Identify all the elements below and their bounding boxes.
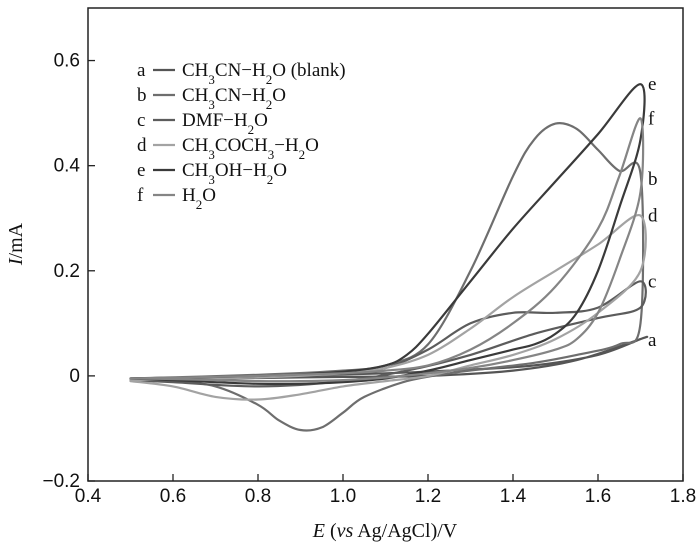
y-tick-label: 0.2 bbox=[54, 261, 80, 282]
legend-letter-b: b bbox=[137, 85, 147, 106]
axis-ticks: 0.4 0.6 0.8 1.0 1.2 1.4 1.6 1.8 −0.2 0 0.2 0.4 0.6 bbox=[42, 51, 696, 507]
legend-letter-e: e bbox=[137, 160, 145, 181]
x-tick-label: 0.8 bbox=[245, 486, 271, 507]
x-tick-label: 0.6 bbox=[160, 486, 186, 507]
y-tick-label: 0.4 bbox=[54, 156, 81, 177]
legend-letter-a: a bbox=[137, 60, 146, 81]
x-tick-label: 1.8 bbox=[670, 486, 696, 507]
legend-label-a: CH3CN−H2O (blank) bbox=[182, 60, 346, 87]
curves bbox=[129, 83, 649, 432]
x-tick-label: 1.2 bbox=[415, 486, 441, 507]
y-axis-title: I/mA bbox=[5, 222, 27, 266]
x-tick-label: 1.4 bbox=[500, 486, 527, 507]
curve-label-f: f bbox=[648, 108, 655, 129]
curve-b bbox=[129, 121, 645, 432]
x-tick-label: 1.6 bbox=[585, 486, 611, 507]
plot-frame bbox=[87, 7, 684, 482]
legend-label-d: CH3COCH3−H2O bbox=[182, 135, 319, 162]
x-tick-label: 1.0 bbox=[330, 486, 356, 507]
x-axis-title: E (vs Ag/AgCl)/V bbox=[312, 520, 458, 542]
curve-end-labels: a b c d ef bbox=[648, 74, 658, 351]
y-tick-label: 0.6 bbox=[54, 51, 80, 72]
curve-label-a: a bbox=[648, 330, 657, 351]
legend-letter-c: c bbox=[137, 110, 145, 131]
y-tick-label: −0.2 bbox=[42, 471, 80, 492]
legend-letter-f: f bbox=[137, 185, 144, 206]
curve-label-e: e bbox=[648, 74, 656, 95]
curve-e bbox=[129, 83, 646, 386]
x-tick-label: 0.4 bbox=[75, 486, 102, 507]
curve-label-d: d bbox=[648, 206, 658, 227]
legend-label-b: CH3CN−H2O bbox=[182, 85, 286, 112]
legend-label-f: H2O bbox=[182, 185, 216, 212]
legend: a CH3CN−H2O (blank) b CH3CN−H2O c DMF−H2O d CH3… bbox=[137, 60, 346, 212]
legend-label-c: DMF−H2O bbox=[182, 110, 268, 137]
curve-label-c: c bbox=[648, 271, 656, 292]
legend-label-e: CH3OH−H2O bbox=[182, 160, 287, 187]
curve-f bbox=[129, 117, 645, 383]
y-tick-label: 0 bbox=[69, 366, 80, 387]
curve-d bbox=[129, 214, 647, 401]
legend-letter-d: d bbox=[137, 135, 147, 156]
curve-label-b: b bbox=[648, 169, 658, 190]
